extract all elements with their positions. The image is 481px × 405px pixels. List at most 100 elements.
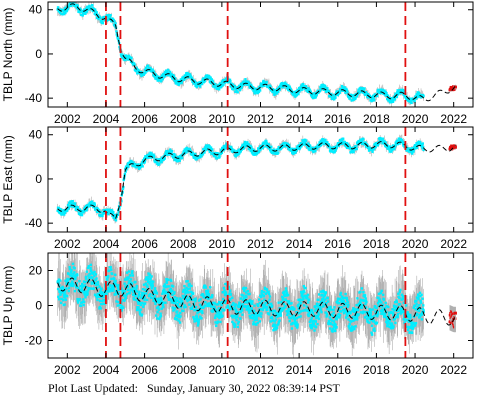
data-point	[156, 292, 158, 294]
data-point	[211, 294, 213, 296]
data-point	[152, 280, 154, 282]
data-point	[171, 290, 173, 292]
data-point	[72, 263, 74, 265]
data-point	[315, 326, 317, 328]
x-tick-label: 2016	[324, 237, 351, 251]
data-point	[248, 293, 250, 295]
data-point	[249, 300, 251, 302]
data-point	[101, 215, 103, 217]
data-point	[269, 295, 271, 297]
data-point	[59, 279, 61, 281]
data-point	[128, 270, 130, 272]
data-point	[160, 161, 162, 163]
data-point	[145, 292, 147, 294]
data-point	[257, 305, 259, 307]
data-point	[322, 298, 324, 300]
data-point	[291, 327, 293, 329]
data-point	[200, 317, 202, 319]
recent-point	[454, 146, 457, 149]
data-point	[248, 309, 250, 311]
x-tick-label: 2022	[440, 237, 467, 251]
data-point	[71, 280, 73, 282]
data-point	[201, 312, 203, 314]
data-point	[179, 160, 181, 162]
x-tick-label: 2020	[402, 237, 429, 251]
data-point	[95, 277, 97, 279]
data-point	[303, 290, 305, 292]
data-point	[197, 321, 199, 323]
data-point	[266, 306, 268, 308]
data-point	[259, 320, 261, 322]
data-point	[71, 0, 73, 1]
data-point	[157, 306, 159, 308]
data-point	[346, 91, 348, 93]
data-point	[196, 312, 198, 314]
data-point	[245, 287, 247, 289]
data-point	[362, 138, 364, 140]
data-point	[92, 287, 94, 289]
data-point	[168, 285, 170, 287]
data-point	[324, 139, 326, 141]
data-point	[179, 315, 181, 317]
data-point	[277, 151, 279, 153]
x-tick-label: 2018	[363, 112, 390, 126]
data-point	[204, 304, 206, 306]
data-point	[230, 293, 232, 295]
x-tick-label: 2022	[440, 112, 467, 126]
data-point	[194, 300, 196, 302]
x-tick-label: 2012	[247, 237, 274, 251]
data-point	[77, 206, 79, 208]
data-point	[94, 203, 96, 205]
data-point	[142, 288, 144, 290]
trend-line	[58, 4, 456, 101]
data-point	[72, 283, 74, 285]
data-point	[216, 312, 218, 314]
data-point	[325, 291, 327, 293]
data-point	[162, 306, 164, 308]
data-point	[236, 316, 238, 318]
data-point	[231, 297, 233, 299]
data-point	[108, 269, 110, 271]
data-point	[150, 275, 152, 277]
data-point	[152, 68, 154, 70]
y-tick-label: -40	[25, 91, 43, 105]
data-point	[91, 4, 93, 6]
x-tick-label: 2004	[93, 112, 120, 126]
data-point	[257, 322, 259, 324]
data-point	[223, 287, 225, 289]
data-point	[132, 274, 134, 276]
x-tick-label: 2006	[131, 237, 158, 251]
data-point	[223, 309, 225, 311]
data-point	[122, 306, 124, 308]
data-point	[159, 313, 161, 315]
data-point	[251, 300, 253, 302]
data-point	[73, 271, 75, 273]
data-point	[316, 323, 318, 325]
data-point	[329, 306, 331, 308]
data-point	[221, 315, 223, 317]
data-point	[57, 6, 59, 8]
data-point	[308, 299, 310, 301]
data-point	[89, 287, 91, 289]
data-point	[136, 290, 138, 292]
x-tick-label: 2020	[402, 112, 429, 126]
data-point	[61, 291, 63, 293]
data-point	[268, 298, 270, 300]
data-point	[99, 300, 101, 302]
data-point	[137, 306, 139, 308]
data-point	[326, 87, 328, 89]
data-point	[143, 299, 145, 301]
data-point	[141, 313, 143, 315]
data-point	[74, 276, 76, 278]
x-tick-label: 2006	[131, 112, 158, 126]
data-point	[287, 312, 289, 314]
data-point	[147, 278, 149, 280]
data-point	[179, 321, 181, 323]
data-point	[235, 319, 237, 321]
data-point	[327, 300, 329, 302]
data-point	[105, 293, 107, 295]
data-point	[320, 311, 322, 313]
data-point	[95, 11, 97, 13]
data-point	[214, 302, 216, 304]
data-point	[150, 296, 152, 298]
